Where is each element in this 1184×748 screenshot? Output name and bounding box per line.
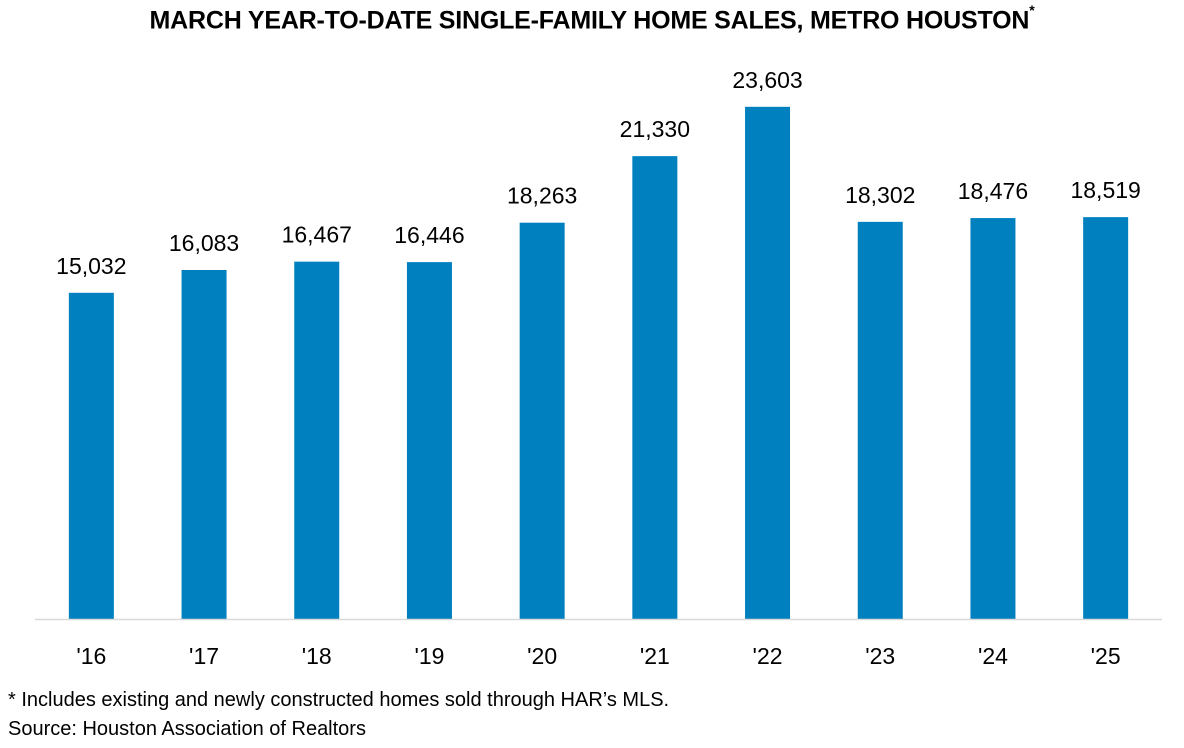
footnote-note: * Includes existing and newly constructe…	[8, 689, 670, 711]
x-tick-label-9: '25	[1091, 643, 1121, 669]
bar-7	[857, 221, 903, 619]
bar-3	[406, 262, 452, 619]
x-tick-label-7: '23	[865, 643, 895, 669]
value-label-8: 18,476	[958, 178, 1028, 204]
x-tick-label-8: '24	[978, 643, 1008, 669]
value-label-2: 16,467	[282, 222, 352, 248]
footnote-source: Source: Houston Association of Realtors	[8, 718, 366, 740]
x-tick-label-6: '22	[753, 643, 783, 669]
value-labels-group: 15,032 16,083 16,467 16,446 18,263 21,330 23,6…	[56, 67, 1141, 279]
value-label-7: 18,302	[845, 182, 915, 208]
x-tick-label-4: '20	[527, 643, 557, 669]
chart-title-text: MARCH YEAR-TO-DATE SINGLE-FAMILY HOME SA…	[149, 6, 1030, 35]
x-tick-label-5: '21	[640, 643, 670, 669]
x-tick-label-1: '17	[189, 643, 219, 669]
value-label-3: 16,446	[394, 222, 464, 248]
bar-0	[68, 292, 114, 619]
bar-2	[294, 261, 340, 619]
value-label-4: 18,263	[507, 183, 577, 209]
bar-chart: 15,032 16,083 16,467 16,446 18,263 21,330 23,6…	[35, 67, 1162, 669]
value-label-5: 21,330	[620, 116, 690, 142]
bar-4	[519, 222, 565, 619]
bar-9	[1083, 217, 1129, 619]
x-tick-label-0: '16	[76, 643, 106, 669]
value-label-0: 15,032	[56, 253, 126, 279]
x-tick-labels-group: '16 '17 '18 '19 '20 '21 '22 '23 '24 '25	[76, 643, 1120, 669]
value-label-6: 23,603	[732, 67, 802, 93]
bar-6	[745, 106, 791, 620]
bar-8	[970, 218, 1016, 619]
chart-title: MARCH YEAR-TO-DATE SINGLE-FAMILY HOME SA…	[0, 2, 1184, 35]
bars-group	[68, 106, 1129, 620]
x-tick-label-3: '19	[414, 643, 444, 669]
x-tick-label-2: '18	[302, 643, 332, 669]
bar-5	[632, 156, 678, 619]
value-label-9: 18,519	[1070, 177, 1140, 203]
title-footnote-marker: *	[1029, 2, 1035, 18]
bar-1	[181, 269, 227, 619]
value-label-1: 16,083	[169, 230, 239, 256]
